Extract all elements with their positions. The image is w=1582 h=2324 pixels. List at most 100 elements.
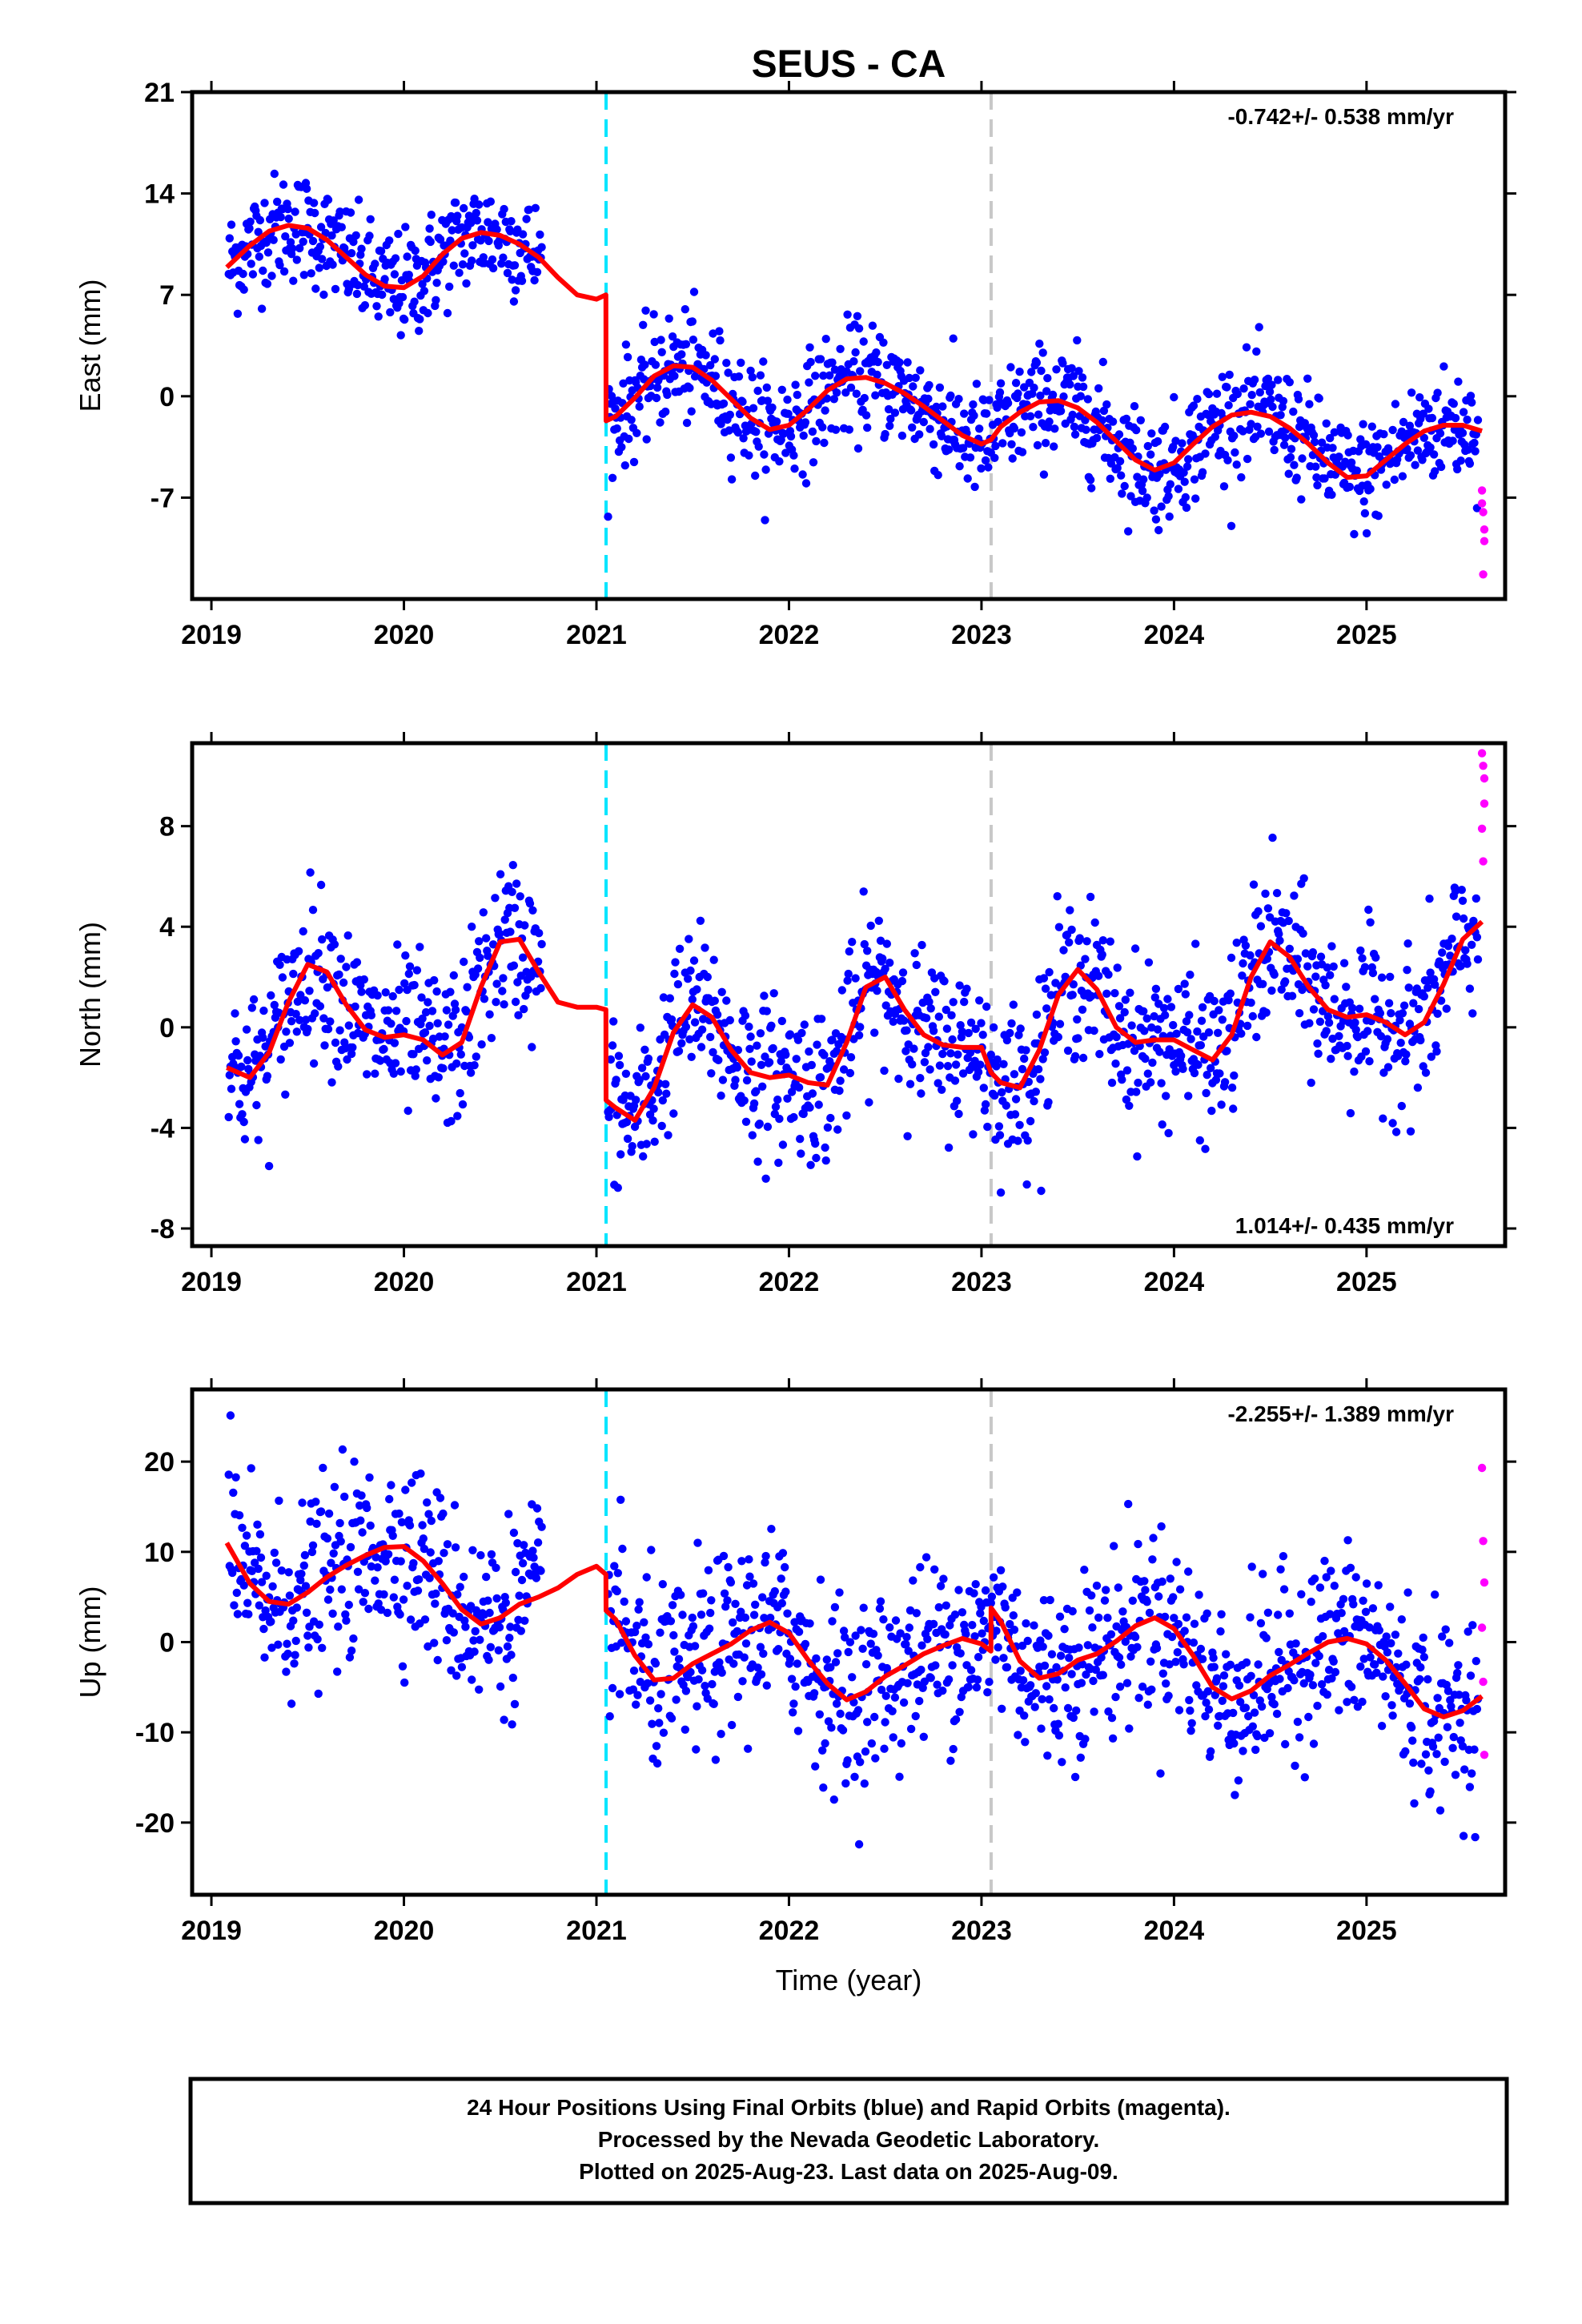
- data-point: [311, 1009, 319, 1018]
- data-point: [311, 1498, 320, 1506]
- data-point: [1322, 1573, 1331, 1582]
- data-point: [396, 1610, 404, 1619]
- data-point: [1037, 1186, 1046, 1196]
- data-point: [1186, 1706, 1195, 1715]
- data-point: [1364, 905, 1373, 915]
- data-point: [849, 357, 858, 366]
- data-point: [719, 399, 729, 408]
- data-point: [1268, 833, 1277, 842]
- data-point: [989, 1023, 998, 1032]
- data-point: [314, 1689, 323, 1699]
- data-point: [335, 1026, 344, 1035]
- data-point: [915, 430, 924, 439]
- data-point: [1410, 1799, 1419, 1808]
- data-point: [741, 1117, 751, 1127]
- data-point: [886, 414, 895, 424]
- data-point: [777, 1598, 786, 1608]
- data-point: [1361, 1047, 1371, 1056]
- data-point: [1143, 441, 1153, 451]
- data-point: [1470, 1745, 1479, 1754]
- data-point: [1014, 1031, 1023, 1039]
- data-point: [958, 1608, 967, 1617]
- data-point: [1426, 968, 1435, 977]
- data-point: [731, 1076, 740, 1084]
- data-point: [401, 951, 410, 960]
- data-point: [629, 1667, 639, 1675]
- data-point: [639, 320, 648, 329]
- data-point: [989, 1573, 998, 1582]
- data-point: [1218, 1696, 1227, 1705]
- data-point: [1401, 1057, 1410, 1066]
- plot-frame: [190, 741, 1508, 1248]
- footer-line-3: Plotted on 2025-Aug-23. Last data on 202…: [579, 2159, 1118, 2184]
- data-point: [275, 260, 284, 270]
- data-point: [798, 470, 807, 479]
- data-point: [1407, 1723, 1416, 1732]
- data-point: [681, 305, 689, 314]
- data-point: [1026, 1681, 1035, 1690]
- data-point: [970, 1632, 979, 1641]
- data-point: [777, 1016, 786, 1026]
- data-point: [1113, 464, 1122, 472]
- data-point: [1166, 480, 1175, 489]
- data-point: [1362, 1579, 1371, 1588]
- data-point: [770, 1586, 779, 1596]
- data-point: [903, 1679, 912, 1687]
- data-point: [969, 400, 978, 409]
- data-point: [621, 340, 631, 349]
- data-point: [921, 1014, 931, 1023]
- y-tick-label: 0: [159, 1628, 175, 1659]
- data-point: [440, 1549, 448, 1558]
- data-point: [1290, 460, 1299, 469]
- data-point: [1020, 1054, 1029, 1063]
- data-point: [1155, 1047, 1164, 1056]
- data-point: [270, 1548, 279, 1558]
- data-point: [509, 1528, 519, 1538]
- data-point: [1195, 1590, 1203, 1599]
- data-point: [655, 1719, 664, 1727]
- data-point: [1256, 922, 1266, 931]
- data-point: [1275, 1647, 1283, 1657]
- data-point: [464, 211, 474, 220]
- data-point: [1327, 1566, 1335, 1575]
- data-point: [1433, 388, 1442, 397]
- data-point: [1085, 1606, 1094, 1615]
- data-point: [688, 1613, 697, 1622]
- data-point: [885, 421, 894, 430]
- data-point: [411, 1072, 420, 1080]
- x-tick-label: 2021: [566, 620, 627, 650]
- data-point: [472, 208, 480, 218]
- data-point: [449, 1628, 458, 1637]
- data-point: [319, 290, 328, 300]
- data-point: [843, 976, 852, 985]
- data-point: [1013, 1588, 1022, 1597]
- data-point: [1114, 1583, 1123, 1592]
- data-point: [421, 1007, 431, 1017]
- data-point: [993, 1055, 1002, 1064]
- data-point: [926, 1004, 935, 1013]
- data-point: [1236, 1698, 1245, 1707]
- data-point: [905, 1606, 915, 1615]
- data-point: [746, 1032, 755, 1041]
- data-point: [844, 969, 853, 979]
- data-point: [843, 310, 852, 319]
- data-point: [721, 1602, 730, 1611]
- data-point: [511, 286, 520, 295]
- data-point: [446, 987, 455, 996]
- data-point: [460, 249, 469, 258]
- data-point: [640, 1618, 648, 1627]
- data-point: [817, 1746, 827, 1755]
- data-point: [255, 1601, 263, 1610]
- data-point: [1011, 379, 1021, 388]
- data-point: [335, 207, 344, 216]
- data-point: [1379, 1068, 1388, 1077]
- data-point: [1322, 1027, 1331, 1035]
- data-point: [710, 355, 719, 364]
- data-point: [487, 1550, 496, 1559]
- data-point: [954, 395, 963, 404]
- data-point: [642, 435, 651, 444]
- data-point: [443, 1540, 452, 1549]
- data-point: [1330, 1582, 1339, 1590]
- data-point: [1339, 959, 1349, 967]
- data-point: [1456, 962, 1465, 971]
